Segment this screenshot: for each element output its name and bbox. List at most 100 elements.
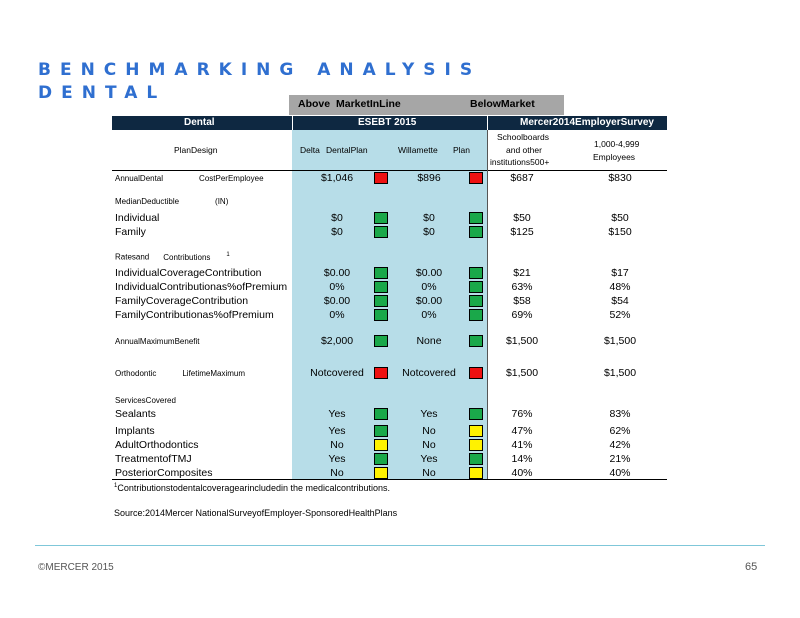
willamette-value: Notcovered xyxy=(402,367,456,379)
schoolboards-value: $687 xyxy=(510,172,534,184)
willamette-indicator xyxy=(469,172,483,184)
footnote: 1Contributionstodentalcoveragearincluded… xyxy=(114,483,391,493)
willamette-indicator xyxy=(469,267,483,279)
delta-value: $0.00 xyxy=(323,267,351,279)
row-label: FamilyContributionas%ofPremium xyxy=(115,309,274,321)
table-row: IndividualCoverageContribution $0.00 $0.00… xyxy=(112,267,667,280)
delta-value: Yes xyxy=(328,453,346,465)
subheader-employees-2: Employees xyxy=(593,152,636,162)
title-line-2: DENTAL xyxy=(38,83,167,103)
subheader-employees-1: 1,000-4,999 xyxy=(594,139,640,149)
legend-below: BelowMarket xyxy=(470,98,535,110)
subheader-schoolboards-1: Schoolboards xyxy=(497,132,549,142)
legend-above: Above xyxy=(298,98,331,110)
willamette-value: $0 xyxy=(423,212,435,224)
willamette-indicator xyxy=(469,453,483,465)
willamette-value: $0.00 xyxy=(415,295,443,307)
willamette-value: No xyxy=(422,425,436,437)
employees-value: 62% xyxy=(609,425,631,437)
subheader-delta: Delta xyxy=(300,145,320,155)
delta-value: 0% xyxy=(329,281,345,293)
schoolboards-value: 69% xyxy=(511,309,533,321)
subheader-willamette: Willamette xyxy=(398,145,438,155)
row-label: PosteriorComposites xyxy=(115,467,213,479)
schoolboards-value: $58 xyxy=(513,295,531,307)
delta-indicator xyxy=(374,408,388,420)
table-row: Sealants Yes Yes 76% 83% xyxy=(112,408,667,421)
delta-indicator xyxy=(374,226,388,238)
willamette-indicator xyxy=(469,425,483,437)
header-dental: Dental xyxy=(184,117,215,128)
willamette-value: No xyxy=(422,439,436,451)
table-row: Implants Yes No 47% 62% xyxy=(112,425,667,438)
delta-indicator xyxy=(374,439,388,451)
delta-indicator xyxy=(374,367,388,379)
legend-inline: MarketInLine xyxy=(336,98,401,110)
delta-indicator xyxy=(374,335,388,347)
employees-value: $1,500 xyxy=(603,335,637,347)
section-services: ServicesCovered xyxy=(115,396,176,405)
schoolboards-value: 76% xyxy=(511,408,533,420)
copyright: ©MERCER 2015 xyxy=(38,562,114,573)
table-row: Family $0 $0 $125 $150 xyxy=(112,226,667,239)
subheader-schoolboards-2: and other xyxy=(506,145,542,155)
row-label: IndividualCoverageContribution xyxy=(115,267,262,279)
row-label: TreatmentofTMJ xyxy=(115,453,192,465)
delta-indicator xyxy=(374,453,388,465)
table-subheader: PlanDesign Delta DentalPlan Willamette P… xyxy=(112,130,667,171)
delta-indicator xyxy=(374,295,388,307)
employees-value: $150 xyxy=(608,226,632,238)
esebt-shaded-columns xyxy=(292,130,487,480)
schoolboards-value: $50 xyxy=(513,212,531,224)
table-row: FamilyCoverageContribution $0.00 $0.00 $58 $… xyxy=(112,295,667,308)
willamette-indicator xyxy=(469,467,483,479)
table-header: Dental ESEBT 2015 Mercer2014EmployerSurv… xyxy=(112,116,667,130)
subheader-delta-plan: DentalPlan xyxy=(326,145,368,155)
willamette-indicator xyxy=(469,212,483,224)
header-esebt: ESEBT 2015 xyxy=(358,117,417,128)
employees-value: 52% xyxy=(609,309,631,321)
employees-value: $54 xyxy=(611,295,629,307)
row-label: AnnualDental CostPerEmployee xyxy=(115,174,264,183)
schoolboards-value: $21 xyxy=(513,267,531,279)
schoolboards-value: 14% xyxy=(511,453,533,465)
delta-value: No xyxy=(330,439,344,451)
page-number: 65 xyxy=(745,561,758,573)
schoolboards-value: 47% xyxy=(511,425,533,437)
subheader-schoolboards-3: institutions500+ xyxy=(490,157,550,167)
section-rates: Ratesand Contributions 1 xyxy=(115,252,230,262)
employees-value: 42% xyxy=(609,439,631,451)
schoolboards-value: 63% xyxy=(511,281,533,293)
schoolboards-value: $1,500 xyxy=(505,367,539,379)
footer-rule xyxy=(35,545,765,546)
willamette-value: 0% xyxy=(421,309,437,321)
willamette-indicator xyxy=(469,439,483,451)
willamette-value: None xyxy=(416,335,442,347)
willamette-value: $896 xyxy=(417,172,441,184)
row-label: Sealants xyxy=(115,408,156,420)
delta-value: 0% xyxy=(329,309,345,321)
delta-value: Notcovered xyxy=(310,367,364,379)
willamette-value: $0 xyxy=(423,226,435,238)
employees-value: $50 xyxy=(611,212,629,224)
market-legend: Above MarketInLine BelowMarket xyxy=(289,95,564,115)
row-label: AnnualMaximumBenefit xyxy=(115,337,200,346)
delta-value: No xyxy=(330,467,344,479)
employees-value: 21% xyxy=(609,453,631,465)
schoolboards-value: $1,500 xyxy=(505,335,539,347)
willamette-indicator xyxy=(469,226,483,238)
column-divider xyxy=(487,130,488,480)
row-label: Orthodontic LifetimeMaximum xyxy=(115,369,246,378)
table-row: AnnualDental CostPerEmployee $1,046 $896 $68… xyxy=(112,172,667,185)
schoolboards-value: 40% xyxy=(511,467,533,479)
row-label: AdultOrthodontics xyxy=(115,439,199,451)
subheader-willamette-plan: Plan xyxy=(453,145,471,155)
table-row: IndividualContributionas%ofPremium 0% 0% 63… xyxy=(112,281,667,294)
subheader-plan-design: PlanDesign xyxy=(174,145,218,155)
employees-value: $1,500 xyxy=(603,367,637,379)
row-label: Individual xyxy=(115,212,160,224)
willamette-indicator xyxy=(469,335,483,347)
willamette-indicator xyxy=(469,408,483,420)
schoolboards-value: $125 xyxy=(510,226,534,238)
row-label: Family xyxy=(115,226,146,238)
